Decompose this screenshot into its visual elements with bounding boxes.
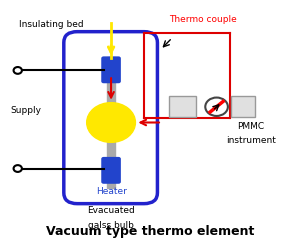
Circle shape [14, 165, 22, 172]
Text: Thermo couple: Thermo couple [169, 15, 237, 24]
Text: Evacuated: Evacuated [87, 206, 135, 215]
Text: instrument: instrument [226, 136, 276, 145]
FancyBboxPatch shape [101, 157, 121, 184]
Text: Heater: Heater [96, 187, 127, 196]
Text: Vacuum type thermo element: Vacuum type thermo element [46, 225, 254, 238]
Bar [231, 96, 255, 117]
Circle shape [14, 67, 22, 74]
FancyBboxPatch shape [101, 56, 121, 83]
Bar [107, 57, 115, 188]
Circle shape [87, 103, 135, 142]
Circle shape [205, 98, 228, 116]
Text: galss bulb: galss bulb [88, 221, 134, 230]
Text: PMMC: PMMC [238, 122, 265, 131]
Bar [169, 96, 196, 117]
Text: Insulating bed: Insulating bed [19, 20, 84, 29]
FancyBboxPatch shape [64, 32, 158, 204]
Text: Supply: Supply [10, 106, 41, 115]
